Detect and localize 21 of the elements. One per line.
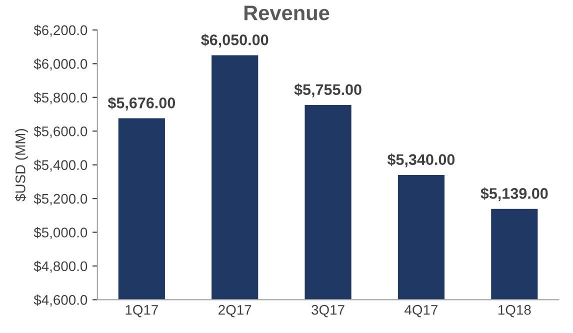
y-axis-title: $USD (MM)	[14, 129, 28, 202]
data-label: $5,755.00	[294, 84, 362, 98]
y-tick-label: $5,800.0	[34, 92, 88, 104]
y-tick-label: $4,800.0	[34, 260, 88, 273]
x-tick-label: 1Q18	[498, 304, 531, 318]
data-label: $5,340.00	[387, 153, 455, 168]
y-tick-label: $5,400.0	[34, 160, 88, 172]
x-tick-label: 1Q17	[126, 304, 158, 318]
chart-title: Revenue	[244, 6, 330, 20]
data-label: $5,676.00	[108, 96, 176, 111]
y-tick-label: $4,600.0	[34, 294, 88, 307]
x-tick-label: 3Q17	[312, 304, 344, 318]
x-tick-label: 2Q17	[218, 304, 252, 318]
y-tick-label: $5,000.0	[34, 227, 88, 240]
data-label: $5,139.00	[480, 187, 548, 202]
y-tick-label: $5,600.0	[34, 126, 88, 138]
y-tick-label: $6,000.0	[34, 58, 88, 70]
y-tick-label: $5,200.0	[34, 193, 88, 206]
data-label: $6,050.00	[201, 34, 268, 48]
y-tick-label: $6,200.0	[34, 24, 88, 37]
x-tick-label: 4Q17	[404, 304, 438, 318]
